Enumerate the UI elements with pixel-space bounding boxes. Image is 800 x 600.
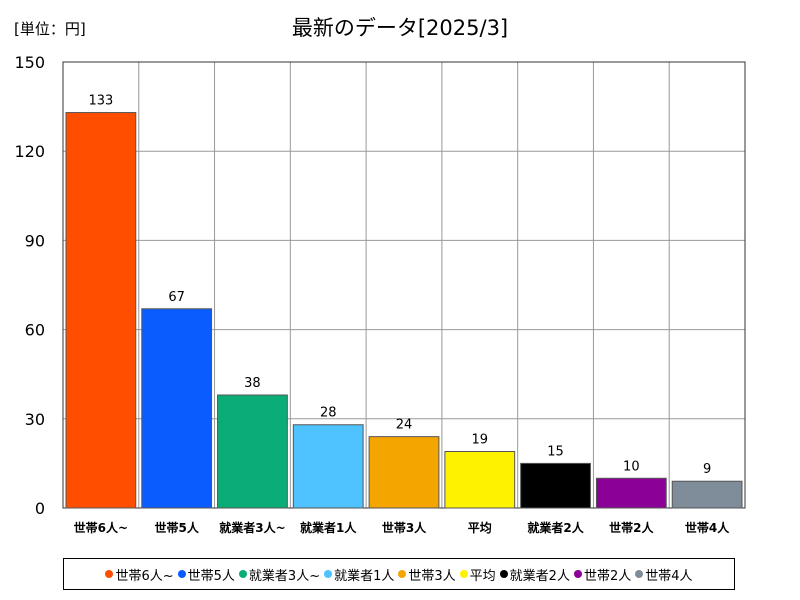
legend-label: 就業者3人~ [248, 568, 321, 584]
legend-item: 就業者2人 [499, 565, 570, 584]
legend-label: 平均 [469, 568, 496, 584]
y-tick-label: 60 [25, 321, 45, 340]
x-tick-label: 就業者1人 [300, 520, 357, 535]
x-tick-label: 世帯4人 [685, 520, 730, 535]
legend-dot-icon [573, 570, 582, 578]
x-tick-label: 世帯6人~ [74, 520, 128, 535]
legend-label: 就業者1人 [334, 568, 395, 584]
bar [217, 394, 288, 509]
data-label: 10 [623, 459, 640, 474]
chart-legend: 世帯6人~ 世帯5人 就業者3人~ 就業者1人 世帯3人 平均 就業者2人 世帯2人 世帯4人 [63, 558, 735, 590]
data-label: 9 [703, 462, 711, 477]
legend-dot-icon [238, 570, 247, 578]
bar [65, 112, 137, 509]
data-label: 28 [320, 406, 337, 421]
data-label: 133 [88, 94, 113, 109]
legend-item: 就業者3人~ [238, 565, 321, 584]
data-label: 19 [472, 433, 489, 448]
bar [520, 462, 591, 509]
legend-label: 世帯6人~ [115, 568, 174, 584]
x-tick-label: 世帯2人 [609, 520, 654, 535]
legend-dot-icon [635, 570, 644, 578]
y-tick-label: 90 [25, 231, 45, 250]
bar [141, 308, 213, 509]
legend-label: 世帯2人 [583, 568, 632, 584]
legend-item: 世帯3人 [398, 565, 456, 584]
legend-dot-icon [398, 570, 407, 578]
data-label: 24 [396, 418, 413, 433]
unit-label: [単位：円] [14, 20, 86, 38]
x-tick-label: 世帯3人 [382, 520, 427, 535]
legend-label: 就業者2人 [509, 568, 570, 584]
legend-dot-icon [324, 570, 333, 578]
y-tick-label: 30 [25, 410, 45, 429]
legend-item: 世帯5人 [177, 565, 235, 584]
y-tick-label: 0 [35, 499, 45, 518]
legend-item: 世帯4人 [635, 565, 693, 584]
legend-item: 世帯6人~ [105, 565, 174, 584]
data-label: 15 [547, 444, 564, 459]
x-tick-label: 平均 [468, 520, 492, 535]
legend-item: 就業者1人 [324, 565, 394, 584]
data-label: 38 [244, 376, 261, 391]
legend-item: 平均 [459, 565, 496, 584]
bar [444, 451, 516, 509]
legend-dot-icon [459, 570, 468, 578]
y-tick-label: 120 [14, 142, 45, 161]
bar [671, 480, 743, 509]
y-tick-label: 150 [14, 53, 45, 72]
bar-chart: 0 30 60 90 120 150 133 世帯6人~ 67 世帯5人 38 就業者3人~ 28 就業者… [14, 53, 746, 535]
data-label: 67 [168, 290, 185, 305]
legend-dot-icon [105, 570, 114, 578]
legend-label: 世帯4人 [645, 568, 693, 584]
x-tick-label: 就業者3人~ [219, 520, 285, 535]
chart-title: 最新のデータ[2025/3] [291, 16, 509, 40]
bar [292, 424, 364, 509]
legend-item: 世帯2人 [573, 565, 632, 584]
legend-label: 世帯5人 [187, 568, 235, 584]
legend-dot-icon [499, 570, 508, 578]
x-tick-label: 就業者2人 [527, 520, 584, 535]
bar [595, 477, 667, 509]
x-tick-label: 世帯5人 [154, 520, 199, 535]
legend-dot-icon [177, 570, 186, 578]
legend-label: 世帯3人 [408, 568, 456, 584]
bar [368, 436, 440, 509]
